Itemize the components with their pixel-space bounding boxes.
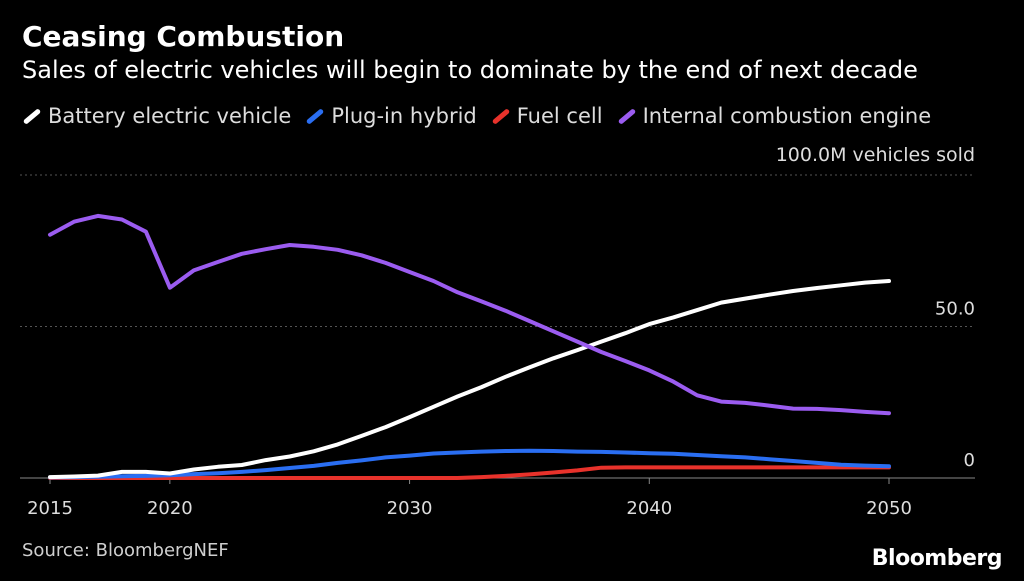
legend-label-fuel-cell: Fuel cell xyxy=(516,104,603,128)
source-note: Source: BloombergNEF xyxy=(22,540,229,561)
y-unit-label: 100.0M vehicles sold xyxy=(776,144,975,166)
x-tick-label: 2030 xyxy=(387,498,433,519)
series-line-plug-in-hybrid xyxy=(48,448,891,480)
y-tick-label: 0 xyxy=(964,450,975,471)
series-line-internal-combustion-engine xyxy=(48,213,891,416)
legend-label-bev: Battery electric vehicle xyxy=(48,104,292,128)
series-line-fuel-cell xyxy=(48,465,891,480)
legend-item-bev: Battery electric vehicle xyxy=(22,104,291,128)
y-tick-label: 50.0 xyxy=(935,299,975,320)
x-tick-label: 2015 xyxy=(27,498,73,519)
legend-item-phev: Plug-in hybrid xyxy=(305,104,477,128)
legend-label-ice: Internal combustion engine xyxy=(642,104,932,128)
legend-label-phev: Plug-in hybrid xyxy=(331,104,477,128)
legend: Battery electric vehicle Plug-in hybrid … xyxy=(22,104,931,128)
series-line-battery-electric-vehicle xyxy=(48,279,891,480)
x-tick-label: 2050 xyxy=(866,498,912,519)
chart-subtitle: Sales of electric vehicles will begin to… xyxy=(22,56,918,84)
chart-title: Ceasing Combustion xyxy=(22,20,345,53)
legend-item-fuel-cell: Fuel cell xyxy=(491,104,603,128)
x-tick-label: 2020 xyxy=(147,498,193,519)
legend-item-ice: Internal combustion engine xyxy=(617,104,932,128)
bloomberg-logo: Bloomberg xyxy=(871,546,1003,571)
x-tick-label: 2040 xyxy=(626,498,672,519)
